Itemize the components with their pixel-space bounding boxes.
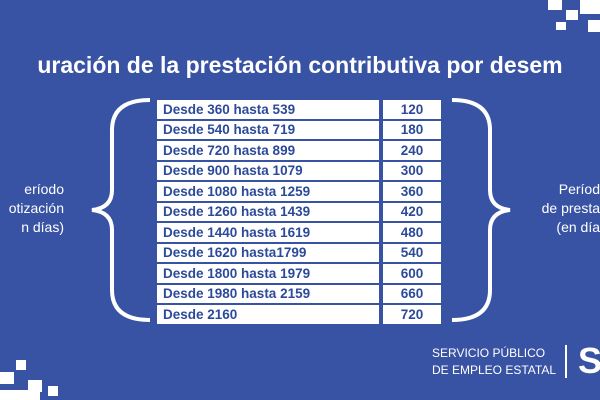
period-range: Desde 540 hasta 719 — [157, 120, 379, 139]
table-row: Desde 720 hasta 899 240 — [157, 141, 441, 160]
left-label-line: otización — [8, 200, 64, 216]
table-row: Desde 1440 hasta 1619 480 — [157, 223, 441, 242]
table-row: Desde 1800 hasta 1979 600 — [157, 264, 441, 283]
table-row: Desde 1620 hasta1799 540 — [157, 243, 441, 262]
benefit-days: 420 — [379, 202, 441, 221]
logo: S — [578, 340, 600, 381]
benefit-days: 480 — [379, 223, 441, 242]
table-row: Desde 360 hasta 539 120 — [157, 100, 441, 119]
table-row: Desde 1980 hasta 2159 660 — [157, 284, 441, 303]
benefit-days: 660 — [379, 284, 441, 303]
period-range: Desde 1800 hasta 1979 — [157, 264, 379, 283]
benefit-days: 240 — [379, 141, 441, 160]
benefit-days: 300 — [379, 161, 441, 180]
right-label-line: de presta — [541, 200, 600, 216]
benefit-days: 540 — [379, 243, 441, 262]
table-row: Desde 1260 hasta 1439 420 — [157, 202, 441, 221]
footer: SERVICIO PÚBLICO DE EMPLEO ESTATAL — [432, 345, 556, 379]
period-range: Desde 1980 hasta 2159 — [157, 284, 379, 303]
left-label-line: eríodo — [24, 181, 64, 197]
right-label-line: Períod — [558, 181, 600, 197]
period-range: Desde 360 hasta 539 — [157, 100, 379, 119]
left-label: eríodo otización n días) — [0, 180, 64, 237]
benefit-days: 120 — [379, 100, 441, 119]
period-range: Desde 1260 hasta 1439 — [157, 202, 379, 221]
period-range: Desde 720 hasta 899 — [157, 141, 379, 160]
footer-line: DE EMPLEO ESTATAL — [432, 363, 557, 377]
table-row: Desde 900 hasta 1079 300 — [157, 161, 441, 180]
left-label-line: n días) — [21, 219, 64, 235]
right-label: Períod de presta (en día — [542, 180, 600, 237]
benefit-days: 180 — [379, 120, 441, 139]
footer-line: SERVICIO PÚBLICO — [432, 346, 546, 360]
title: uración de la prestación contributiva po… — [37, 52, 563, 78]
period-range: Desde 1080 hasta 1259 — [157, 182, 379, 201]
benefit-days: 720 — [379, 305, 441, 324]
table-row: Desde 1080 hasta 1259 360 — [157, 182, 441, 201]
period-range: Desde 1440 hasta 1619 — [157, 223, 379, 242]
benefit-days: 360 — [379, 182, 441, 201]
duration-table: Desde 360 hasta 539 120 Desde 540 hasta 71… — [157, 98, 441, 326]
right-label-line: (en día — [556, 219, 600, 235]
period-range: Desde 1620 hasta1799 — [157, 243, 379, 262]
table-row: Desde 540 hasta 719 180 — [157, 120, 441, 139]
table-row: Desde 2160 720 — [157, 305, 441, 324]
benefit-days: 600 — [379, 264, 441, 283]
period-range: Desde 900 hasta 1079 — [157, 161, 379, 180]
period-range: Desde 2160 — [157, 305, 379, 324]
